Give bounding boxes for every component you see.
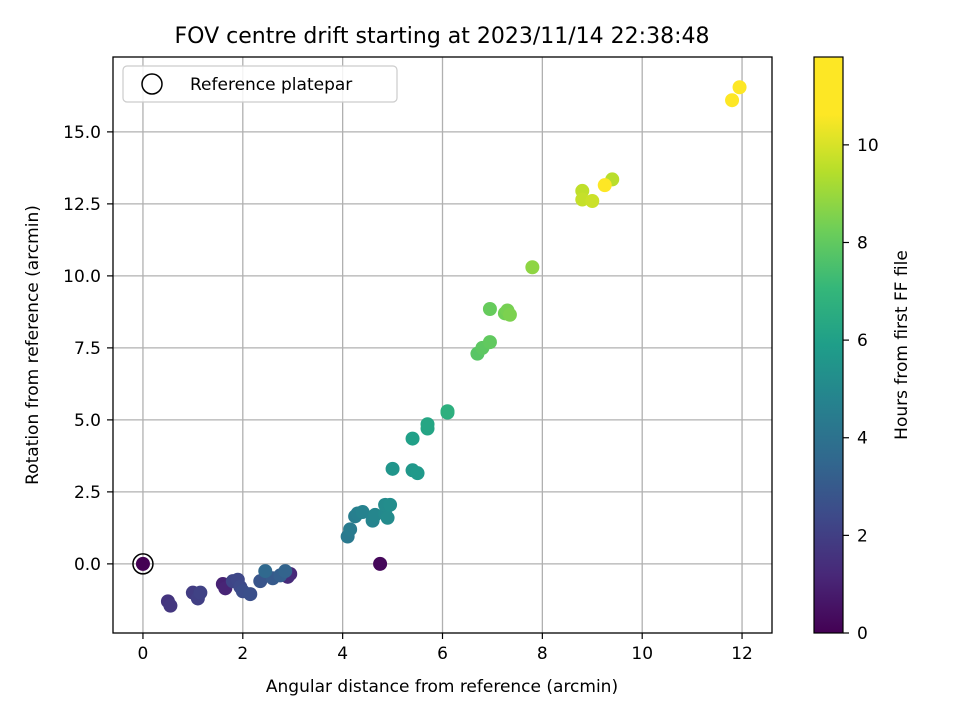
legend-marker-icon [141, 73, 163, 95]
x-tick-label: 10 [631, 644, 653, 664]
y-axis-ticks: 0.0 2.5 5.0 7.5 10.0 12.5 15.0 [63, 123, 113, 575]
y-tick-label: 7.5 [74, 339, 101, 359]
data-point [725, 93, 740, 108]
colorbar-tick-label: 2 [857, 526, 868, 546]
chart-title: FOV centre drift starting at 2023/11/14 … [175, 24, 710, 49]
data-point [525, 260, 540, 275]
data-point [135, 556, 150, 571]
data-point [502, 307, 517, 322]
colorbar-tick-label: 10 [857, 136, 879, 156]
legend-entry-reference: Reference platepar [190, 75, 352, 95]
colorbar-label: Hours from first FF file [892, 250, 912, 440]
y-tick-label: 5.0 [74, 411, 101, 431]
colorbar-tick-label: 0 [857, 624, 868, 644]
colorbar-ticks: 0 2 4 6 8 10 [843, 136, 879, 644]
data-point [243, 587, 258, 602]
x-axis-label: Angular distance from reference (arcmin) [266, 677, 618, 697]
data-points [135, 80, 747, 613]
data-point [482, 335, 497, 350]
legend-box [122, 65, 398, 103]
data-point [482, 302, 497, 316]
grid [113, 57, 772, 633]
x-tick-label: 4 [337, 644, 348, 664]
x-tick-label: 0 [138, 644, 149, 664]
data-point [405, 431, 420, 446]
data-point [373, 556, 388, 571]
y-tick-label: 2.5 [74, 483, 101, 503]
y-tick-label: 10.0 [63, 267, 101, 287]
data-point [343, 522, 358, 537]
data-point [440, 404, 455, 419]
x-tick-label: 12 [731, 644, 753, 664]
legend: Reference platepar [122, 65, 398, 103]
y-tick-label: 0.0 [74, 555, 101, 575]
reference-point-marker [132, 553, 154, 575]
colorbar: 0 2 4 6 8 10 Hours from first FF file [813, 56, 912, 644]
colorbar-tick-label: 6 [857, 331, 868, 351]
data-point [385, 461, 400, 476]
y-tick-label: 12.5 [63, 195, 101, 215]
data-point [193, 585, 208, 600]
data-point [380, 510, 395, 525]
x-axis-ticks: 0 2 4 6 8 10 12 [138, 633, 753, 664]
x-tick-label: 6 [437, 644, 448, 664]
data-point [278, 564, 293, 579]
colorbar-tick-label: 8 [857, 233, 868, 253]
data-point [732, 80, 747, 95]
data-point [355, 505, 370, 520]
colorbar-gradient [813, 56, 844, 634]
x-tick-label: 2 [237, 644, 248, 664]
reference-marker [132, 553, 154, 575]
y-axis-label: Rotation from reference (arcmin) [23, 205, 43, 485]
colorbar-tick-label: 4 [857, 429, 868, 449]
data-point [163, 598, 178, 613]
data-point [420, 417, 435, 432]
x-tick-label: 8 [537, 644, 548, 664]
data-point [383, 497, 398, 512]
data-point [597, 178, 612, 193]
data-point [585, 194, 600, 208]
data-point [258, 564, 273, 579]
y-tick-label: 15.0 [63, 123, 101, 143]
data-point [410, 466, 425, 481]
